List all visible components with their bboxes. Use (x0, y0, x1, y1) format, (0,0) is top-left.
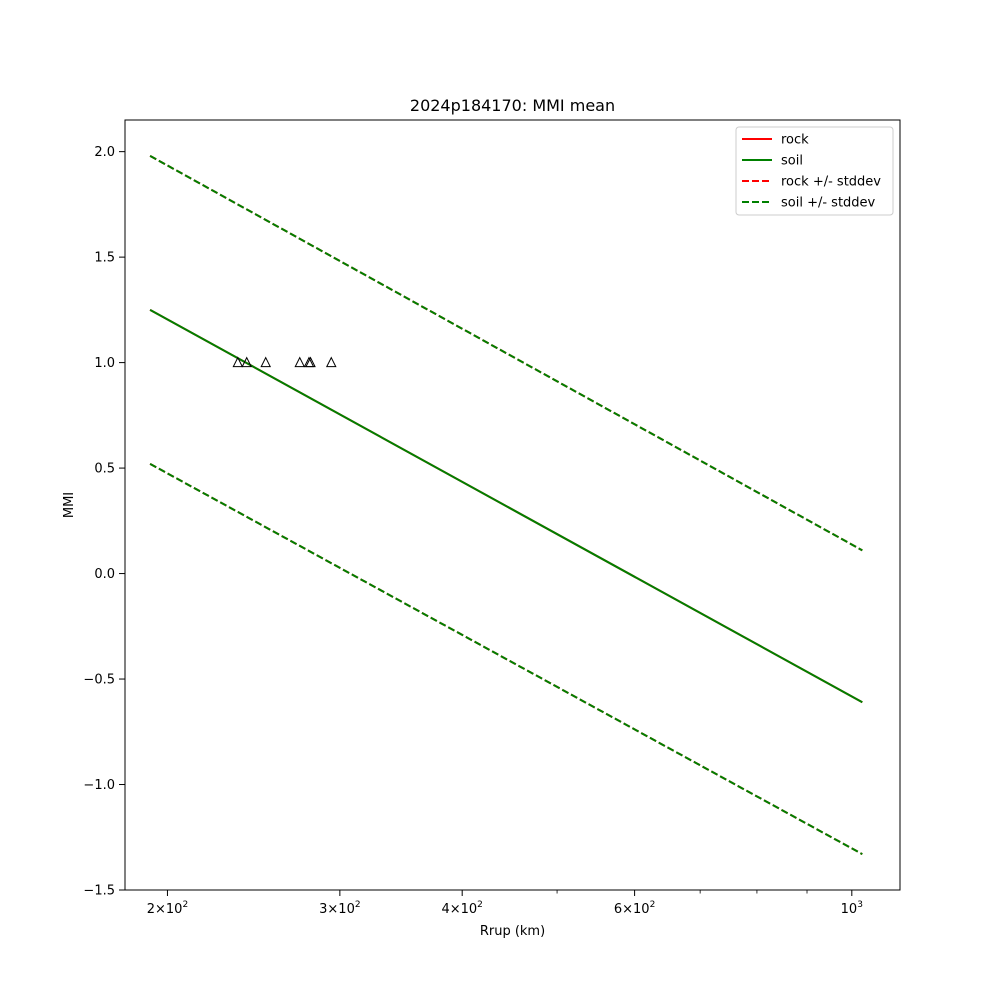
y-tick-label: 1.0 (94, 356, 115, 371)
y-tick-label: 2.0 (94, 145, 115, 160)
axes-frame (124, 119, 901, 891)
y-tick-label: −0.5 (83, 673, 115, 688)
series-line-soil-stddev-lower (149, 462, 863, 856)
observation-point (232, 356, 244, 368)
series-line-soil (149, 308, 863, 704)
legend-label-rock-stddev: rock +/- stddev (781, 175, 881, 190)
series-line-soil-stddev-upper (149, 154, 863, 552)
observation-point (305, 356, 316, 368)
plot-area (149, 154, 863, 856)
observation-point (325, 356, 337, 368)
y-tick-label: 0.0 (94, 567, 115, 582)
legend-label-soil: soil (781, 154, 803, 169)
legend-box (735, 126, 894, 216)
y-tick-label: −1.0 (83, 778, 115, 793)
y-tick-label: 1.5 (94, 251, 115, 266)
y-tick-label: 0.5 (94, 462, 115, 477)
y-axis: 2.0 1.5 1.0 0.5 0.0 −0.5 −1.0 −1.5 (83, 145, 125, 899)
observation-point (241, 356, 253, 368)
x-tick-label: 6×102 (614, 900, 655, 917)
chart-title: 2024p184170: MMI mean (410, 96, 615, 115)
observation-point (260, 356, 272, 368)
legend: rock soil rock +/- stddev soil +/- stddev (735, 126, 894, 216)
legend-label-soil-stddev: soil +/- stddev (781, 196, 876, 211)
x-tick-label: 4×102 (441, 900, 482, 917)
y-tick-label: −1.5 (83, 884, 115, 899)
x-axis-label: Rrup (km) (480, 924, 545, 939)
x-tick-label: 2×102 (147, 900, 188, 917)
y-axis-label: MMI (62, 492, 77, 518)
legend-label-rock: rock (781, 133, 809, 148)
x-axis: 2×102 3×102 4×102 6×102 103 (147, 890, 863, 917)
x-tick-label: 3×102 (319, 900, 360, 917)
x-tick-label: 103 (841, 900, 863, 917)
observation-point (294, 356, 306, 368)
